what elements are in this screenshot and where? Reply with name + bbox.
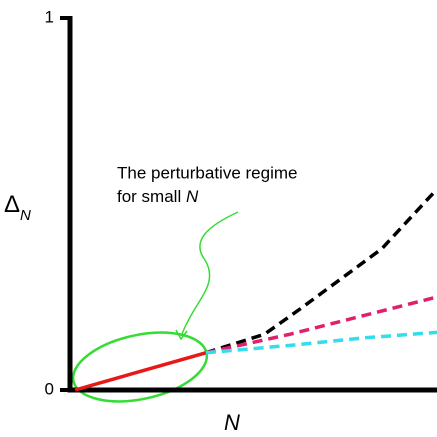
arrow-head [175,329,188,341]
y-axis-label: ΔN [4,191,31,224]
y-axis-label: Δ [4,191,20,218]
series-line [74,351,207,392]
y-axis-label-sub: N [20,207,31,224]
series-line [205,187,437,355]
series-line [205,330,437,355]
series-line [205,295,437,355]
y-tick-label: 1 [45,7,54,26]
annotation-arrow [181,211,239,335]
annotation-text: The perturbative regime [117,163,297,182]
annotation-var: N [186,187,199,206]
annotation-text: for small N [117,187,199,206]
regime-ellipse [71,331,209,403]
annotation-text: for small [117,187,181,206]
x-axis-label: N [224,410,240,435]
y-tick-label: 0 [45,379,54,398]
